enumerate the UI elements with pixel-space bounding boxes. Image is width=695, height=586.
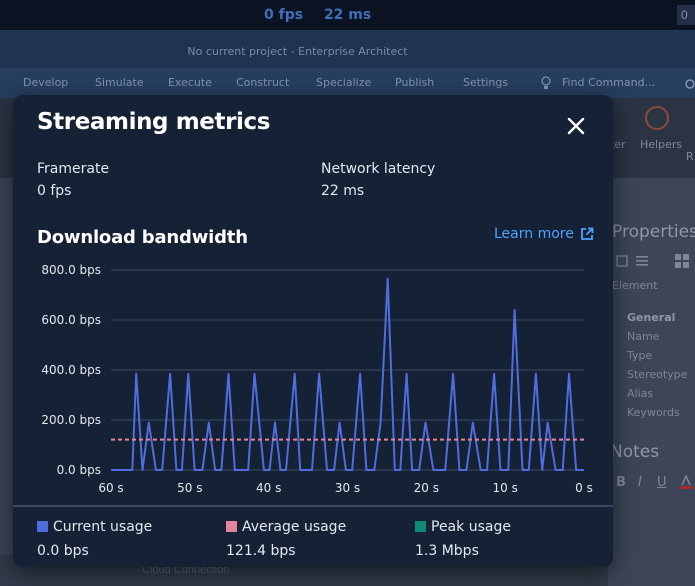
fps-readout: 0 fps <box>264 7 304 23</box>
ribbon-tabs: Develop Simulate Execute Construct Speci… <box>0 68 695 98</box>
peak-usage-swatch <box>415 521 426 532</box>
field-alias: Alias <box>627 387 654 400</box>
tab-settings[interactable]: Settings <box>463 76 509 89</box>
y-tick-label: 200.0 bps <box>41 413 101 427</box>
peak-usage-label: Peak usage <box>431 519 511 535</box>
current-usage-value: 0.0 bps <box>37 543 89 559</box>
properties-pane: Properties Element General Name Type Ste… <box>608 178 695 586</box>
tab-publish[interactable]: Publish <box>395 76 435 89</box>
current-usage-swatch <box>37 521 48 532</box>
field-name: Name <box>627 330 660 343</box>
stats-bar: 0 fps 22 ms 0 <box>0 0 695 30</box>
notes-title: Notes <box>610 442 660 462</box>
field-type: Type <box>627 349 653 362</box>
properties-tab-element[interactable]: Element <box>612 279 658 292</box>
ribbon-item-partial[interactable]: ter <box>610 138 626 151</box>
tab-execute[interactable]: Execute <box>168 76 212 89</box>
x-tick-label: 0 s <box>575 481 593 495</box>
average-usage-value: 121.4 bps <box>226 543 296 559</box>
streaming-metrics-dialog: Streaming metrics Framerate 0 fps Networ… <box>13 95 613 567</box>
font-color-icon[interactable] <box>678 474 694 490</box>
x-tick-label: 40 s <box>256 481 281 495</box>
y-tick-label: 600.0 bps <box>41 313 101 327</box>
current-usage-label: Current usage <box>53 519 153 535</box>
italic-button[interactable]: I <box>638 475 642 490</box>
properties-title: Properties <box>612 222 695 242</box>
dialog-title: Streaming metrics <box>37 109 271 135</box>
x-tick-label: 30 s <box>335 481 360 495</box>
save-icon[interactable] <box>616 255 628 267</box>
eye-icon[interactable] <box>685 79 695 89</box>
stats-readout: 0 fps 22 ms <box>264 7 387 23</box>
app-title-bar: No current project - Enterprise Architec… <box>0 30 695 68</box>
current-usage-line <box>111 277 584 471</box>
properties-group[interactable]: General <box>627 311 676 324</box>
x-tick-label: 20 s <box>414 481 439 495</box>
tab-simulate[interactable]: Simulate <box>95 76 144 89</box>
y-tick-label: 0.0 bps <box>57 463 101 477</box>
y-tick-label: 800.0 bps <box>41 263 101 277</box>
peak-usage-value: 1.3 Mbps <box>415 543 479 559</box>
legend-peak: Peak usage 1.3 Mbps <box>415 518 511 559</box>
legend-average: Average usage 121.4 bps <box>226 518 346 559</box>
lightbulb-icon <box>541 76 551 89</box>
learn-more-label: Learn more <box>494 226 574 242</box>
left-pane <box>0 178 14 586</box>
app-title: No current project - Enterprise Architec… <box>187 45 408 58</box>
close-icon[interactable] <box>565 115 587 137</box>
tab-construct[interactable]: Construct <box>236 76 290 89</box>
external-link-icon <box>580 227 594 240</box>
learn-more-link[interactable]: Learn more <box>494 226 594 242</box>
latency-label: Network latency <box>321 161 436 177</box>
grid-icon[interactable] <box>674 253 690 269</box>
cloud-connection-label: Cloud Connection <box>142 564 230 576</box>
field-keywords: Keywords <box>627 406 680 419</box>
helpers-icon <box>645 106 669 130</box>
find-command-field[interactable]: Find Command... <box>562 76 656 89</box>
legend-current: Current usage 0.0 bps <box>37 518 152 559</box>
ribbon-item-helpers[interactable]: Helpers <box>640 138 683 151</box>
tab-specialize[interactable]: Specialize <box>316 76 372 89</box>
field-stereotype: Stereotype <box>627 368 688 381</box>
x-tick-label: 50 s <box>177 481 202 495</box>
bandwidth-chart: 0.0 bps 200.0 bps 400.0 bps 600.0 bps 800.0 … <box>41 263 593 495</box>
average-usage-label: Average usage <box>242 519 347 535</box>
latency-value: 22 ms <box>321 183 365 199</box>
bandwidth-title: Download bandwidth <box>37 227 248 248</box>
framerate-value: 0 fps <box>37 183 72 199</box>
ribbon-item-partial-2[interactable]: R <box>686 150 694 163</box>
legend-divider <box>13 505 613 507</box>
x-tick-label: 60 s <box>98 481 123 495</box>
latency-readout: 22 ms <box>323 7 372 23</box>
tab-develop[interactable]: Develop <box>23 76 69 89</box>
bold-button[interactable]: B <box>616 475 626 490</box>
framerate-label: Framerate <box>37 161 110 177</box>
stats-box[interactable]: 0 <box>677 5 695 25</box>
menu-icon[interactable] <box>636 256 650 266</box>
average-usage-swatch <box>226 521 237 532</box>
underline-button[interactable]: U <box>657 475 667 490</box>
x-tick-label: 10 s <box>492 481 517 495</box>
y-tick-label: 400.0 bps <box>41 363 101 377</box>
